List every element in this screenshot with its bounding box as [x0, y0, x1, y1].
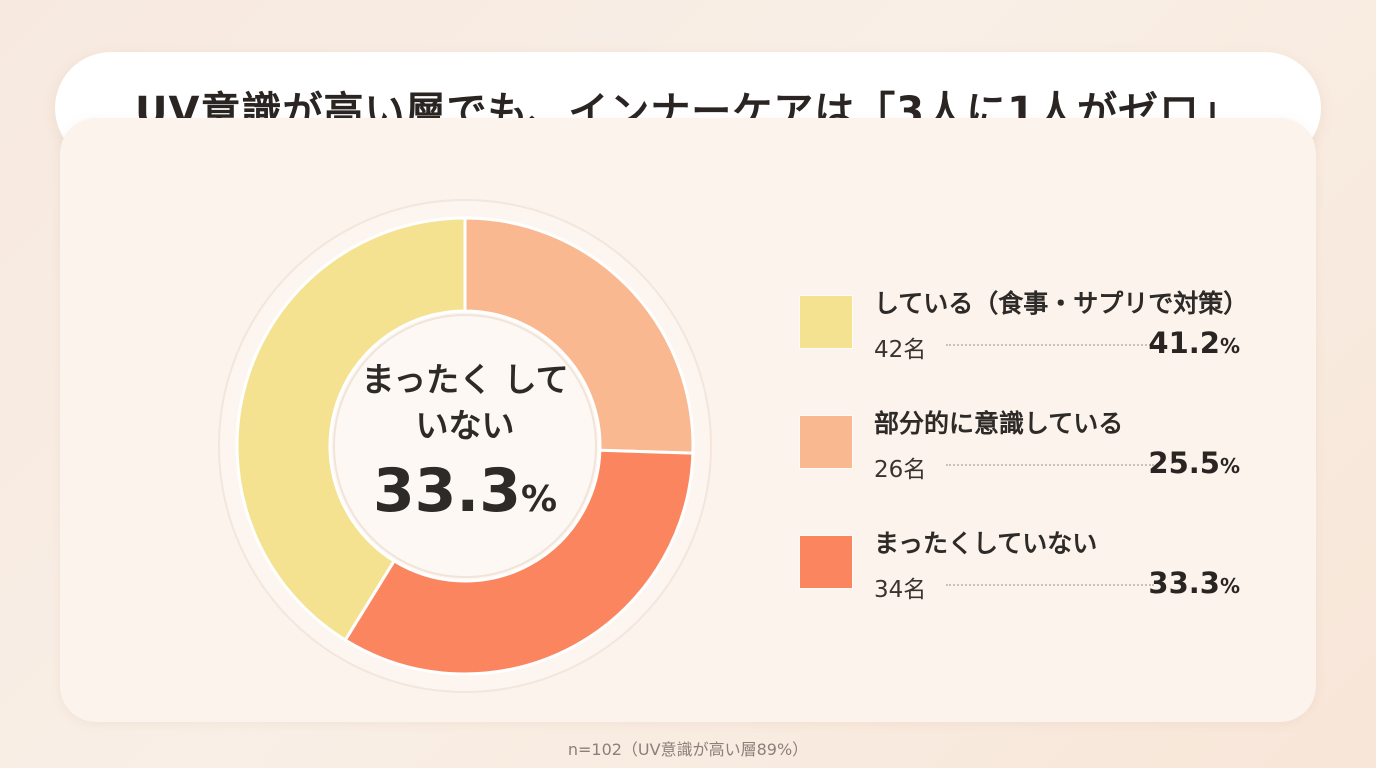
legend-percent-value: 33.3	[1148, 566, 1220, 600]
legend-count: 42名	[874, 337, 927, 363]
legend-percent-unit: %	[1219, 454, 1240, 478]
legend-swatch	[800, 296, 852, 348]
legend-label: 部分的に意識している	[874, 409, 1124, 438]
legend-swatch	[800, 416, 852, 468]
legend-percent: 33.3%	[1148, 566, 1240, 600]
donut-hole	[333, 314, 597, 578]
legend-percent-unit: %	[1219, 574, 1240, 598]
legend: している（食事・サプリで対策） 42名 41.2% 部分的に意識している 26名 25.5…	[800, 284, 1250, 644]
legend-leader-line	[946, 584, 1154, 586]
legend-percent-value: 25.5	[1148, 446, 1220, 480]
legend-count: 26名	[874, 457, 927, 483]
legend-swatch	[800, 536, 852, 588]
donut-slice-1	[463, 216, 695, 455]
legend-label: している（食事・サプリで対策）	[874, 289, 1249, 318]
donut-slice-3	[235, 216, 467, 643]
legend-leader-line	[946, 464, 1154, 466]
legend-item: まったくしていない 34名 33.3%	[800, 524, 1250, 644]
footnote: n=102（UV意識が高い層89%）	[567, 740, 809, 759]
legend-item: 部分的に意識している 26名 25.5%	[800, 404, 1250, 524]
legend-item: している（食事・サプリで対策） 42名 41.2%	[800, 284, 1250, 404]
donut-chart: まったく していない 33.3%	[215, 196, 715, 696]
legend-percent: 41.2%	[1148, 326, 1240, 360]
donut-svg	[218, 199, 712, 693]
legend-leader-line	[946, 344, 1154, 346]
legend-count: 34名	[874, 577, 927, 603]
donut-slice-2	[343, 448, 695, 676]
legend-percent-unit: %	[1219, 334, 1240, 358]
legend-percent-value: 41.2	[1148, 326, 1220, 360]
legend-percent: 25.5%	[1148, 446, 1240, 480]
legend-label: まったくしていない	[874, 529, 1098, 558]
